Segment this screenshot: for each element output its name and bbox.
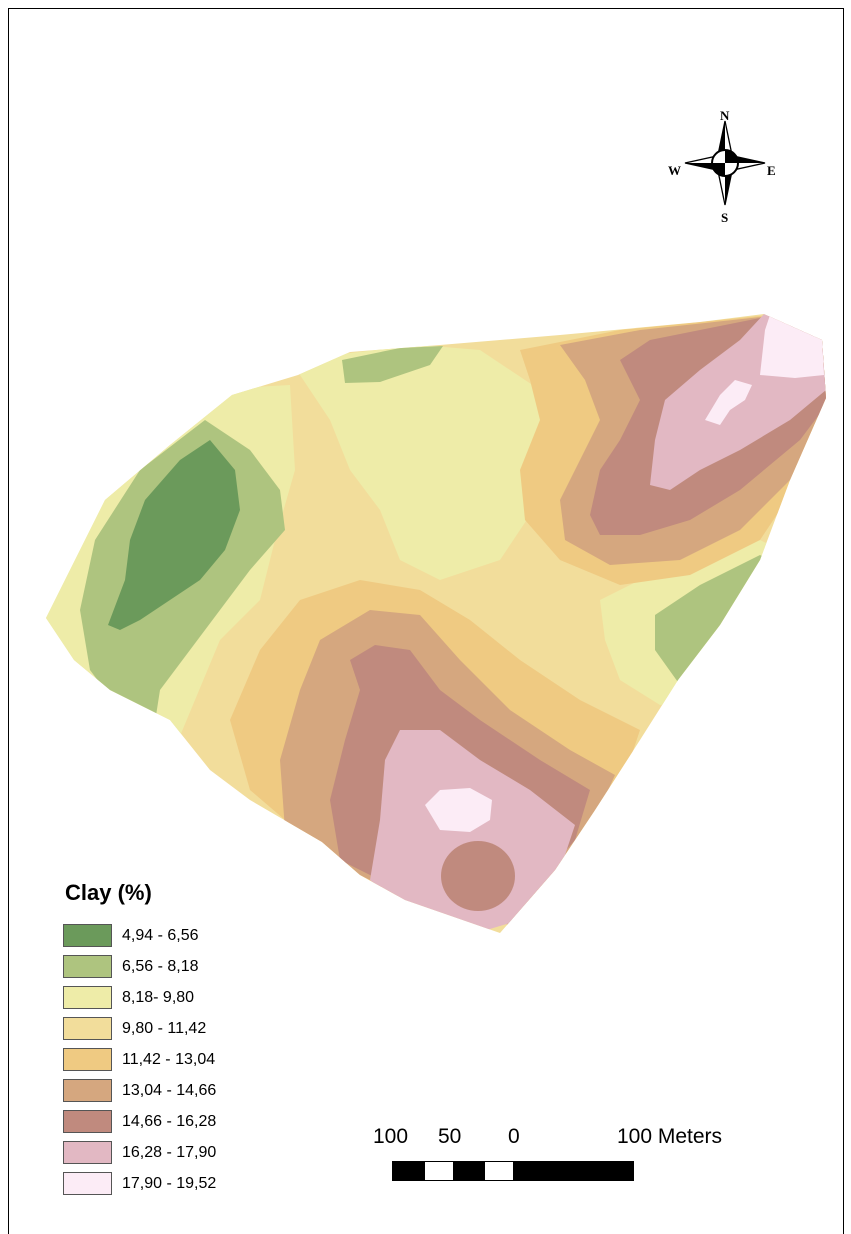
legend-label: 4,94 - 6,56 xyxy=(122,926,199,944)
legend-item: 17,90 - 19,52 xyxy=(63,1168,216,1199)
zone-6-56-8-18-north xyxy=(342,346,443,383)
zone-17-90-19-52-s xyxy=(425,788,492,832)
scale-label-50: 50 xyxy=(438,1125,462,1148)
legend-swatch xyxy=(63,1017,112,1040)
legend-label: 8,18- 9,80 xyxy=(122,988,195,1006)
legend-label: 17,90 - 19,52 xyxy=(122,1174,217,1192)
legend-item: 6,56 - 8,18 xyxy=(63,951,216,982)
scale-bar: 100 50 0 100 Meters xyxy=(360,1125,760,1195)
zone-4-94-6-56 xyxy=(108,440,240,630)
zone-17-90-19-52-ne-island xyxy=(705,380,752,425)
zone-17-90-19-52-ne xyxy=(760,315,824,378)
scale-label-0: 0 xyxy=(508,1125,520,1148)
legend-swatch xyxy=(63,986,112,1009)
compass-rose-icon xyxy=(684,120,766,206)
legend-swatch xyxy=(63,955,112,978)
legend-item: 8,18- 9,80 xyxy=(63,982,216,1013)
scale-label-100-left: 100 xyxy=(373,1125,409,1148)
compass-west-label: W xyxy=(668,163,681,178)
legend-swatch xyxy=(63,1048,112,1071)
legend-label: 11,42 - 13,04 xyxy=(122,1050,216,1068)
legend-item: 16,28 - 17,90 xyxy=(63,1137,216,1168)
north-arrow: N S W E xyxy=(665,108,780,228)
scale-label-100-meters: 100 Meters xyxy=(617,1125,723,1148)
legend-item: 14,66 - 16,28 xyxy=(63,1106,216,1137)
zone-8-18-9-80-center xyxy=(290,345,560,580)
scale-segment xyxy=(424,1161,454,1181)
legend-swatch xyxy=(63,1079,112,1102)
legend-swatch xyxy=(63,1172,112,1195)
compass-north-label: N xyxy=(720,108,730,123)
zone-16-28-17-90-s xyxy=(370,730,575,933)
legend-label: 9,80 - 11,42 xyxy=(122,1019,207,1037)
legend-item: 13,04 - 14,66 xyxy=(63,1075,216,1106)
legend-swatch xyxy=(63,924,112,947)
scale-segment xyxy=(392,1161,424,1181)
legend-label: 6,56 - 8,18 xyxy=(122,957,199,975)
scale-segment xyxy=(484,1161,514,1181)
legend-item: 4,94 - 6,56 xyxy=(63,920,216,951)
map-frame xyxy=(8,8,844,1234)
legend-label: 14,66 - 16,28 xyxy=(122,1112,217,1130)
legend-items: 4,94 - 6,56 6,56 - 8,18 8,18- 9,80 9,80 - 1… xyxy=(63,920,216,1199)
legend-swatch xyxy=(63,1141,112,1164)
legend-item: 9,80 - 11,42 xyxy=(63,1013,216,1044)
legend-swatch xyxy=(63,1110,112,1133)
legend-item: 11,42 - 13,04 xyxy=(63,1044,216,1075)
legend: Clay (%) 4,94 - 6,56 6,56 - 8,18 8,18- 9,8… xyxy=(63,880,216,1199)
legend-title: Clay (%) xyxy=(65,880,152,905)
compass-south-label: S xyxy=(721,210,729,225)
legend-label: 13,04 - 14,66 xyxy=(122,1081,217,1099)
legend-label: 16,28 - 17,90 xyxy=(122,1143,217,1161)
scale-segment xyxy=(454,1161,484,1181)
scale-segment xyxy=(514,1161,634,1181)
zone-14-66-16-28-s-blob xyxy=(441,841,515,911)
compass-east-label: E xyxy=(767,163,776,178)
